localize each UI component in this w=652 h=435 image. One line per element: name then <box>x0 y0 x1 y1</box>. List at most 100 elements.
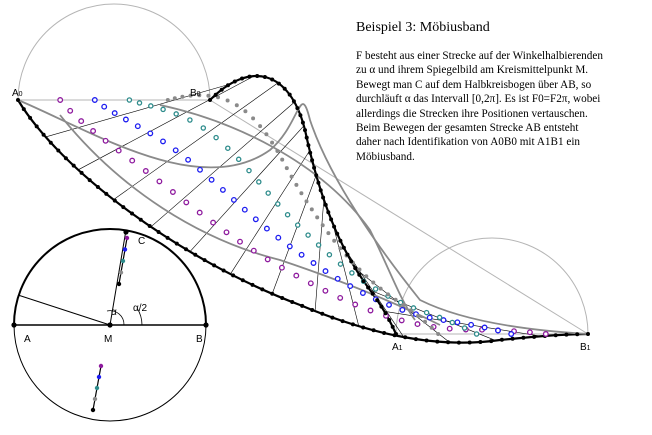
band-dot <box>436 314 443 321</box>
band-dot <box>350 322 355 327</box>
band-dot <box>347 283 354 290</box>
band-dot <box>294 182 299 187</box>
band-dot <box>390 324 395 329</box>
band-dot <box>237 238 243 245</box>
label-b: B <box>196 334 203 345</box>
band-dot <box>426 314 433 321</box>
band-dot <box>122 116 129 123</box>
band-dot <box>320 311 325 316</box>
band-dot <box>423 319 427 324</box>
label-c: C <box>138 236 145 247</box>
radius-bisector <box>17 294 111 326</box>
band-dot <box>270 291 275 296</box>
band-dot <box>129 157 136 164</box>
band-dot <box>160 138 166 145</box>
band-dot <box>193 252 198 257</box>
point-a <box>11 322 17 328</box>
band-dot <box>398 317 405 324</box>
band-dot <box>262 75 267 79</box>
band-dot <box>320 223 325 228</box>
band-dot <box>521 335 526 340</box>
band-dot <box>243 109 248 114</box>
segment-dots <box>90 235 130 413</box>
band-dot <box>284 166 289 171</box>
band-dot <box>208 176 215 183</box>
band-dot <box>293 272 300 279</box>
band-dot <box>165 98 170 102</box>
band-dot <box>294 222 301 228</box>
band-dot <box>446 340 451 345</box>
band-dot <box>252 216 259 223</box>
band-dot <box>34 124 39 129</box>
band-dot <box>542 331 549 337</box>
band-dot <box>357 272 362 277</box>
band-dot <box>372 286 379 292</box>
band-dot <box>91 97 98 103</box>
segment-dot <box>122 247 128 252</box>
band-dot <box>264 256 271 263</box>
gray-curve-upper <box>17 99 589 335</box>
band-dot <box>212 263 217 268</box>
band-dot <box>454 319 461 326</box>
band-dot <box>413 337 418 342</box>
band-dot <box>332 238 337 243</box>
band-dot <box>312 165 317 170</box>
band-dot <box>449 319 456 326</box>
band-dot <box>160 106 166 113</box>
band-dot <box>247 74 252 79</box>
gray-curve-lower <box>59 114 441 326</box>
band-dot <box>298 251 305 258</box>
band-dot <box>71 163 76 168</box>
band-dot <box>174 241 179 246</box>
page-title: Beispiel 3: Möbiusband <box>356 20 490 35</box>
band-dot <box>121 205 126 210</box>
band-dot <box>298 113 303 118</box>
band-dot <box>111 110 118 117</box>
band-dot <box>478 340 483 344</box>
chord-b0-b1 <box>209 99 589 335</box>
band-ruling-line <box>150 101 295 228</box>
band-dot <box>284 211 291 218</box>
band-dot <box>526 329 533 336</box>
point-c <box>123 229 129 235</box>
band-dot <box>16 98 20 102</box>
label-b1: B1 <box>580 342 591 353</box>
band-dot <box>169 189 176 195</box>
band-dot <box>232 79 237 84</box>
band-dot <box>429 325 434 330</box>
band-dot <box>148 103 154 109</box>
band-dot <box>134 123 141 130</box>
band-dot <box>379 304 384 309</box>
band-dot <box>397 299 404 306</box>
band-dot <box>310 158 315 163</box>
band-dot <box>408 308 413 313</box>
label-alpha-half: α/2 <box>133 303 148 314</box>
circle-lower-half <box>13 324 207 422</box>
band-ruling-line <box>113 82 279 200</box>
segment-dot <box>120 258 126 264</box>
band-dot <box>87 178 92 183</box>
band-dot <box>286 243 293 250</box>
band-dot <box>136 100 143 106</box>
band-dot <box>361 279 366 284</box>
band-ruling-line <box>189 125 305 252</box>
label-alpha: α <box>111 307 117 318</box>
band-dot <box>206 93 211 98</box>
band-dot <box>280 296 285 300</box>
band-dot <box>57 97 64 103</box>
band-dot <box>467 340 472 345</box>
band-dot <box>446 325 453 332</box>
band-dot <box>235 156 242 163</box>
band-dot <box>225 98 230 103</box>
band-dot <box>361 325 366 330</box>
band-dot <box>251 116 256 121</box>
band-dot <box>386 292 390 297</box>
band-dot <box>349 259 354 264</box>
band-dot <box>291 99 296 104</box>
band-dot <box>250 247 257 254</box>
band-dot <box>275 201 281 207</box>
band-dot <box>499 337 504 342</box>
band-dot <box>104 191 109 196</box>
band-dot <box>332 224 337 229</box>
